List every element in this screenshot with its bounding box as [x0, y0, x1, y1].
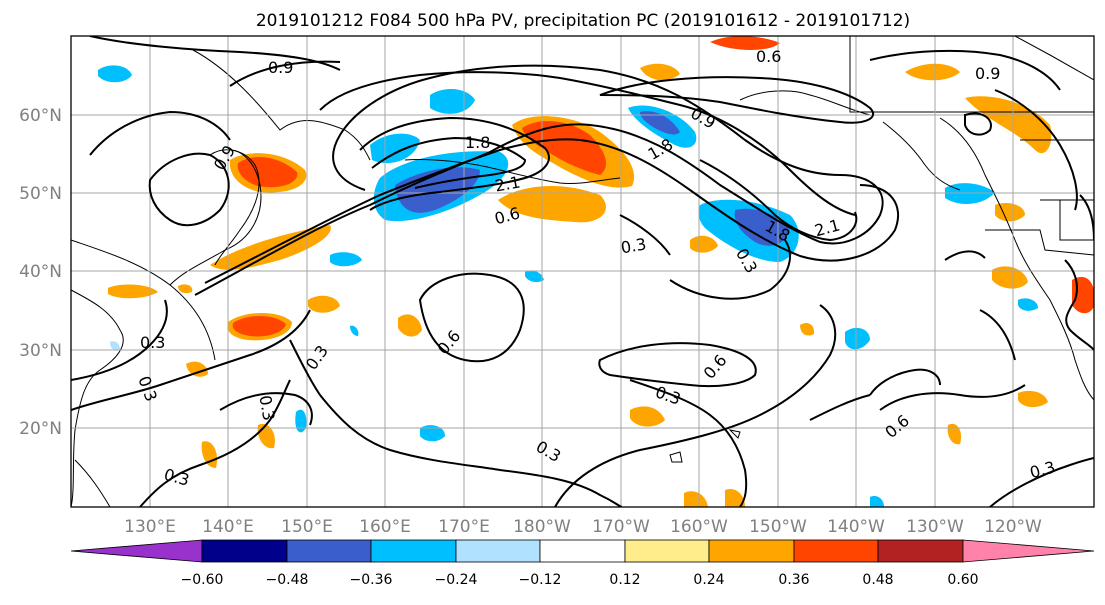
contour-label: 0.9 — [975, 64, 1000, 83]
map-panel: 0.9 0.6 0.9 1.8 0.9 2.1 0.6 1.8 0.3 1.8 … — [70, 35, 1095, 508]
figure-title: 2019101212 F084 500 hPa PV, precipitatio… — [256, 11, 910, 31]
map-frame — [70, 35, 1095, 508]
colorbar-segment — [877, 539, 964, 563]
lat-tick-label: 60°N — [19, 106, 62, 126]
latitude-axis: 60°N 50°N 40°N 30°N 20°N — [19, 106, 62, 439]
colorbar-tick-label: −0.36 — [350, 572, 393, 588]
colorbar-tick-label: 0.24 — [693, 572, 724, 588]
colorbar-tick-label: 0.36 — [778, 572, 809, 588]
contour-label: 0.6 — [756, 47, 781, 66]
colorbar-segment — [286, 539, 372, 563]
colorbar-segment — [370, 539, 457, 563]
colorbar-tick-label: −0.60 — [181, 572, 224, 588]
colorbar — [70, 539, 1095, 563]
lon-tick-label: 160°E — [359, 517, 411, 537]
lon-tick-label: 150°W — [749, 517, 807, 537]
colorbar-tick-label: −0.24 — [435, 572, 478, 588]
precip-positive-shading — [108, 36, 1094, 507]
pv-contours — [71, 36, 1094, 507]
gridlines — [71, 36, 1094, 507]
colorbar-segment — [624, 539, 710, 563]
lon-tick-label: 140°E — [202, 517, 254, 537]
contour-label: 0.3 — [140, 333, 165, 352]
longitude-axis: 130°E 140°E 150°E 160°E 170°E 180°W 170°… — [124, 517, 1042, 537]
lat-tick-label: 40°N — [19, 262, 62, 282]
colorbar-segment — [793, 539, 879, 563]
colorbar-ticks: −0.60 −0.48 −0.36 −0.24 −0.12 0.12 0.24 … — [181, 572, 979, 588]
lat-tick-label: 20°N — [19, 419, 62, 439]
lon-tick-label: 130°E — [124, 517, 176, 537]
colorbar-tick-label: 0.48 — [862, 572, 893, 588]
colorbar-segment — [201, 539, 288, 563]
colorbar-segment — [70, 539, 203, 563]
colorbar-segment — [962, 539, 1095, 563]
colorbar-tick-label: 0.60 — [947, 572, 978, 588]
lon-tick-label: 140°W — [827, 517, 885, 537]
contour-label: 0.9 — [268, 58, 293, 77]
contour-label: 0.3 — [619, 234, 647, 257]
colorbar-tick-label: 0.12 — [609, 572, 640, 588]
lon-tick-label: 120°W — [984, 517, 1042, 537]
colorbar-tick-label: −0.48 — [266, 572, 309, 588]
lon-tick-label: 130°W — [906, 517, 964, 537]
lat-tick-label: 50°N — [19, 184, 62, 204]
lon-tick-label: 180°W — [513, 517, 571, 537]
colorbar-segment — [708, 539, 795, 563]
lon-tick-label: 170°E — [438, 517, 490, 537]
contour-label: 2.1 — [493, 172, 521, 195]
lon-tick-label: 170°W — [592, 517, 650, 537]
colorbar-tick-label: −0.12 — [519, 572, 562, 588]
colorbar-segment — [539, 539, 626, 563]
lon-tick-label: 160°W — [670, 517, 728, 537]
contour-label: 1.8 — [465, 133, 490, 152]
lat-tick-label: 30°N — [19, 341, 62, 361]
contour-label: 0.3 — [255, 394, 278, 422]
lon-tick-label: 150°E — [281, 517, 333, 537]
colorbar-segment — [455, 539, 541, 563]
